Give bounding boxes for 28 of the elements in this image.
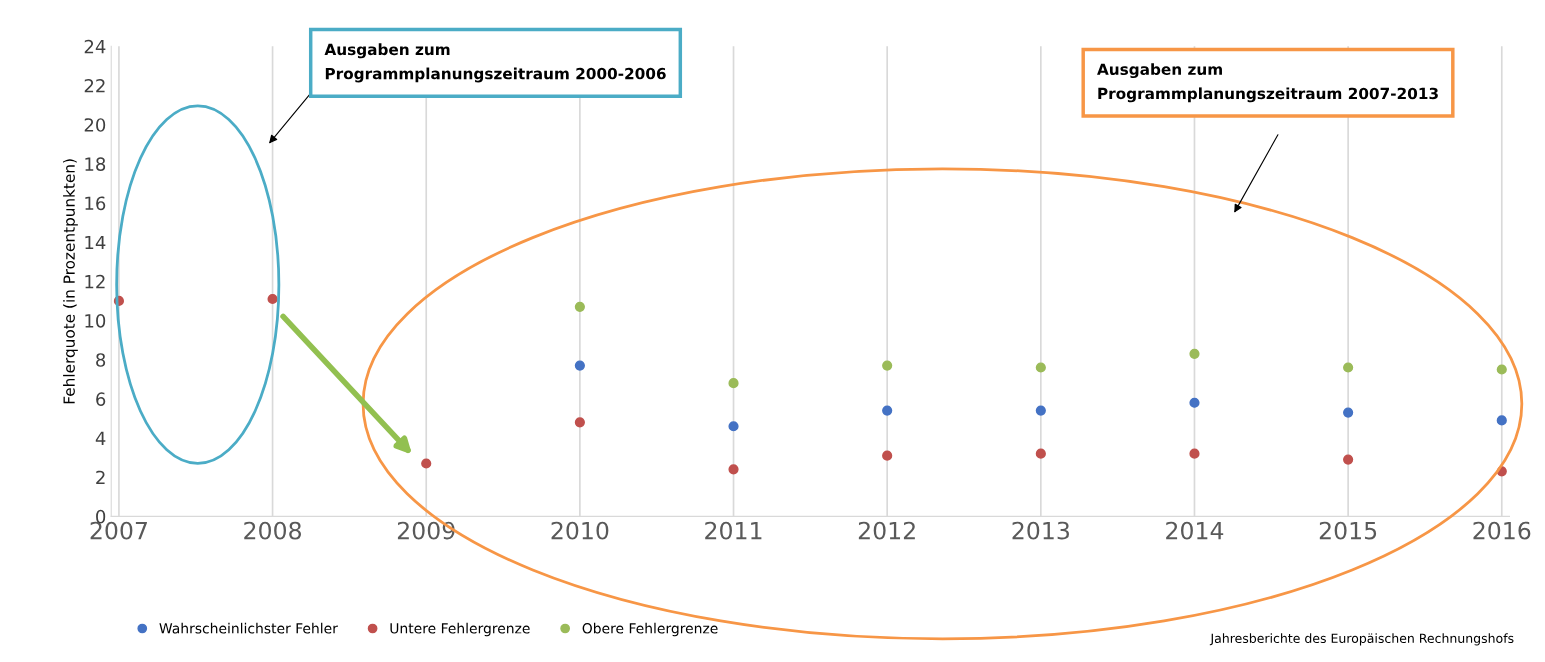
y-tick-label: 16 [85,196,106,211]
x-tick-label: 2016 [1473,521,1531,540]
y-tick-label: 2 [96,470,105,485]
x-tick-label: 2012 [858,521,915,540]
y-tick-label: 12 [85,274,105,289]
x-tick-label: 2010 [551,521,609,540]
y-tick-label: 10 [85,313,106,328]
text: Jahresberichte des Europäischen Rechnungshofs [1209,633,1514,646]
legend-label: Wahrscheinlichster Fehler [159,622,338,634]
annotation: Ausgaben zum Programmplanungszeitraum 2007-2013 [1097,63,1438,103]
x-tick-label: 2015 [1319,521,1377,540]
y-tick-label: 4 [95,431,106,445]
y-tick-label: 6 [96,392,106,406]
x-tick-label: 2008 [244,521,301,540]
y-tick-label: 14 [85,235,106,250]
y-tick-label: 18 [85,157,106,171]
legend-label: Untere Fehlergrenze [390,622,530,637]
y-tick-label: 22 [84,78,105,93]
y-tick-label: 8 [96,353,106,367]
legend-label: Obere Fehlergrenze [582,622,718,637]
x-tick-label: 2014 [1166,521,1224,540]
y-tick-label: 20 [84,118,106,132]
x-tick-label: 2009 [397,521,455,540]
annotation: Ausgaben zum Programmplanungszeitraum 2000-2006 [324,43,666,83]
y-tick-label: 24 [84,39,106,54]
x-tick-label: 2011 [705,521,762,540]
x-tick-label: 2013 [1012,521,1069,540]
y-axis-title: Fehlerquote (in Prozentpunkten) [63,159,78,404]
